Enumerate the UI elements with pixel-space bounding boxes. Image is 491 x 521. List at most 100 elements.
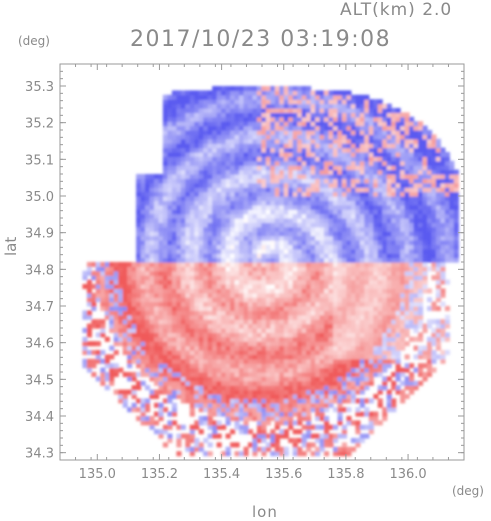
heat-cell: [230, 363, 236, 369]
heat-cell: [248, 209, 254, 215]
heat-cell: [221, 169, 227, 175]
heat-cell: [149, 279, 155, 285]
heat-cell: [95, 279, 101, 285]
heat-cell: [261, 191, 267, 197]
heat-cell: [337, 235, 343, 241]
heat-cell: [404, 125, 410, 131]
heat-cell: [131, 332, 137, 338]
heat-cell: [194, 446, 200, 452]
heat-cell: [377, 358, 383, 364]
heat-cell: [413, 275, 419, 281]
heat-cell: [368, 235, 374, 241]
heat-cell: [216, 442, 222, 448]
heat-cell: [337, 389, 343, 395]
heat-cell: [404, 174, 410, 179]
heat-cell: [395, 323, 401, 329]
heat-cell: [337, 358, 343, 364]
heat-cell: [274, 125, 280, 131]
heat-cell: [140, 398, 146, 404]
heat-cell: [162, 169, 168, 175]
heat-cell: [243, 222, 249, 228]
heat-cell: [301, 341, 307, 347]
heat-cell: [413, 328, 419, 333]
heat-cell: [261, 112, 267, 118]
heat-cell: [346, 191, 352, 197]
heat-cell: [324, 213, 330, 219]
heat-cell: [261, 143, 267, 149]
heat-cell: [203, 376, 209, 382]
heat-cell: [382, 336, 388, 342]
heat-cell: [261, 218, 267, 223]
heat-cell: [252, 112, 258, 118]
heat-cell: [265, 372, 271, 377]
heat-cell: [274, 174, 280, 179]
heat-cell: [239, 407, 245, 413]
heat-cell: [315, 240, 321, 245]
heat-cell: [167, 306, 173, 311]
heat-cell: [386, 191, 392, 197]
heat-cell: [189, 169, 195, 175]
heat-cell: [274, 398, 280, 404]
heat-cell: [239, 394, 245, 399]
heat-cell: [216, 301, 222, 307]
heat-cell: [185, 187, 191, 193]
heat-cell: [225, 380, 231, 386]
heat-cell: [391, 218, 397, 223]
heat-cell: [350, 204, 356, 210]
heat-cell: [140, 314, 146, 320]
heat-cell: [270, 187, 276, 193]
heat-cell: [216, 165, 222, 171]
heat-cell: [297, 143, 303, 149]
heat-cell: [261, 345, 267, 351]
heat-cell: [243, 310, 249, 316]
heat-cell: [261, 354, 267, 360]
heat-cell: [346, 275, 352, 281]
heat-cell: [162, 328, 168, 333]
heat-cell: [328, 398, 334, 404]
heat-cell: [306, 116, 312, 122]
heat-cell: [409, 310, 415, 316]
heat-cell: [176, 191, 182, 197]
heat-cell: [306, 213, 312, 219]
heat-cell: [435, 147, 441, 153]
heat-cell: [355, 270, 361, 276]
heat-cell: [297, 156, 303, 162]
heat-cell: [292, 165, 298, 171]
heat-cell: [292, 169, 298, 175]
heat-cell: [162, 310, 168, 316]
heat-cell: [292, 160, 298, 166]
heat-cell: [212, 407, 218, 413]
heat-cell: [127, 358, 133, 364]
heat-cell: [265, 226, 271, 232]
heat-cell: [225, 446, 231, 452]
heat-cell: [444, 191, 450, 197]
heat-cell: [221, 222, 227, 228]
heat-cell: [225, 284, 231, 289]
heat-cell: [283, 191, 289, 197]
heat-cell: [427, 191, 433, 197]
heat-cell: [145, 257, 151, 263]
heat-cell: [427, 213, 433, 219]
heat-cell: [145, 196, 151, 201]
heat-cell: [449, 226, 455, 232]
heat-cell: [265, 398, 271, 404]
heat-cell: [180, 257, 186, 263]
heat-cell: [248, 372, 254, 377]
heat-cell: [194, 138, 200, 144]
heat-cell: [444, 253, 450, 259]
heat-cell: [404, 275, 410, 281]
heat-cell: [136, 240, 142, 245]
heat-cell: [346, 310, 352, 316]
heat-cell: [346, 235, 352, 241]
heat-cell: [346, 367, 352, 373]
heat-cell: [337, 345, 343, 351]
heat-cell: [261, 248, 267, 254]
heat-cell: [315, 328, 321, 333]
heat-cell: [252, 240, 258, 245]
heat-cell: [162, 130, 168, 135]
heat-cell: [368, 420, 374, 426]
heat-cell: [404, 284, 410, 289]
heat-cell: [328, 328, 334, 333]
heat-cell: [203, 363, 209, 369]
heat-cell: [243, 372, 249, 377]
